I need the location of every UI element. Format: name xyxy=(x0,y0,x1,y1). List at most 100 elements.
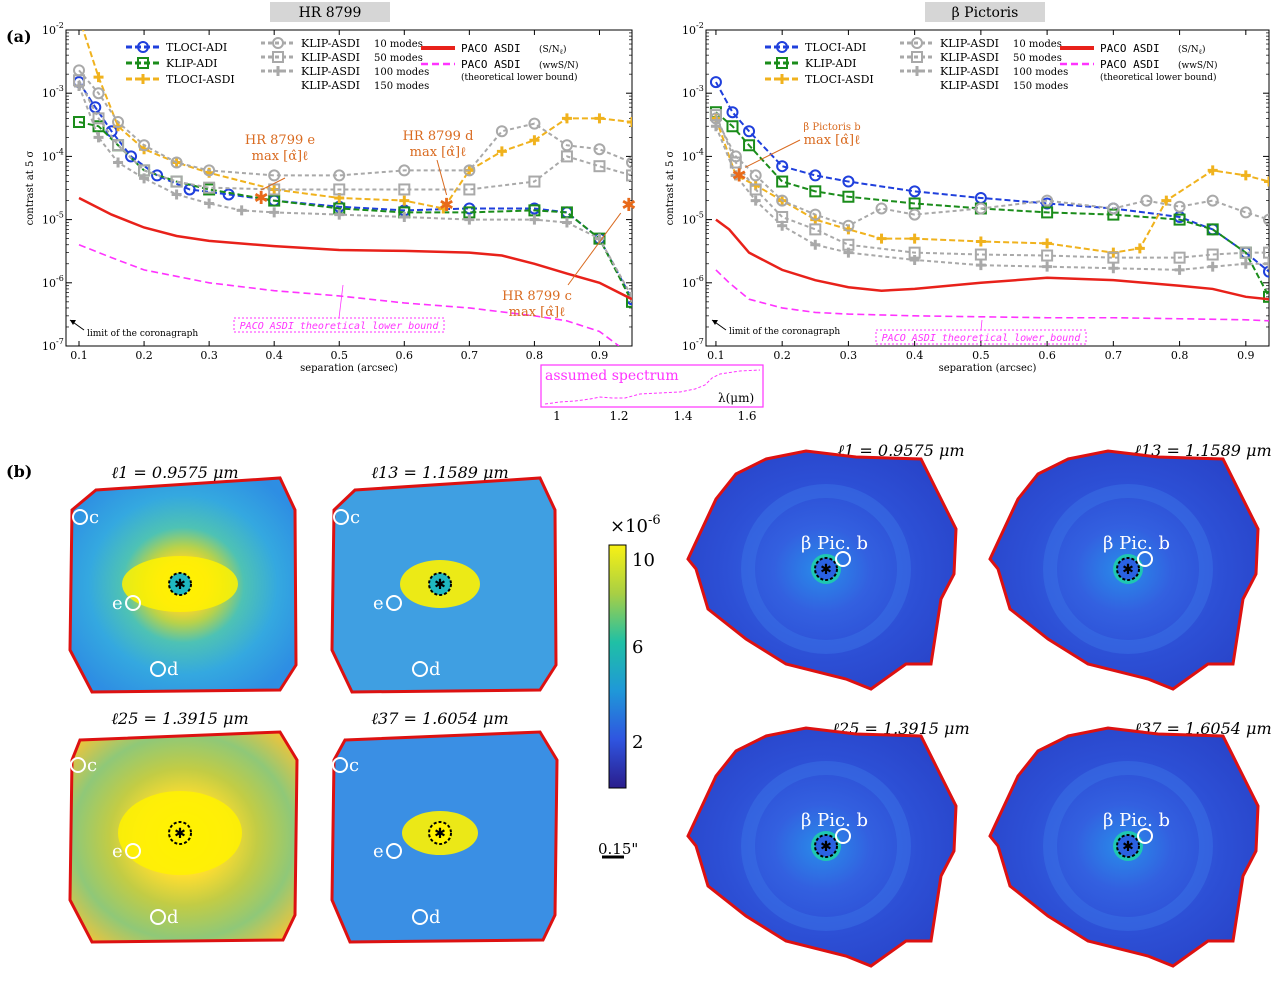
bp-point-tloci_asdi xyxy=(1264,176,1269,187)
hr-xtick-label: 0.1 xyxy=(70,349,88,362)
hr-bound-label: PACO ASDI theoretical lower bound xyxy=(240,321,440,332)
bp-speckle-ring xyxy=(741,484,911,654)
hr-point-klip10 xyxy=(333,169,346,182)
legend-label-klip100: KLIP-ASDI xyxy=(940,65,999,78)
hr-point-klip50 xyxy=(92,112,105,125)
bp-point-klip100 xyxy=(1174,264,1185,275)
bp-point-klip100 xyxy=(810,239,821,250)
hr-xtick-label: 0.5 xyxy=(330,349,348,362)
bp-image-3: ℓ37 = 1.6054 μm✱β Pic. b xyxy=(988,719,1272,968)
hr-ytick-label: 10-7 xyxy=(42,337,64,353)
hr-series-klip100 xyxy=(78,85,632,298)
bp-point-klip100 xyxy=(777,220,788,231)
bp-point-klip10 xyxy=(1107,202,1120,215)
bp-point-tloci_asdi xyxy=(1042,238,1053,249)
hr-point-tloci_adi xyxy=(151,169,164,182)
legend-bound-note: (theoretical lower bound) xyxy=(461,72,577,83)
bp-point-klip50 xyxy=(974,248,987,261)
hr-image-l25: ℓ25 = 1.3915 μm ✱ c e d xyxy=(68,709,299,944)
bp-xtick-label: 0.8 xyxy=(1171,349,1189,362)
bp-plot-frame xyxy=(705,29,1270,347)
inset-tick-4: 1.6 xyxy=(737,409,756,423)
colorbar: ×10-6 10 6 2 0.15" xyxy=(598,513,661,859)
bp-images: ℓ1 = 0.9575 μm ✱ β Pic. b ℓ13 = 1.1589 μm ✱ β… xyxy=(686,441,1272,968)
legend-label-tloci_asdi: TLOCI-ASDI xyxy=(166,73,235,86)
planet-d-label: d xyxy=(167,659,179,680)
bp-point-klip100 xyxy=(843,247,854,258)
hr-point-klip10 xyxy=(268,169,281,182)
legend-marker-klip10 xyxy=(911,37,923,49)
bp-point-klip100 xyxy=(750,195,761,206)
star-mask-glyph: ✱ xyxy=(174,577,186,593)
colorbar-tick-2: 2 xyxy=(632,732,643,753)
legend-marker-klip10 xyxy=(272,37,284,49)
hr-point-klip100 xyxy=(139,173,150,184)
legend-suffix-klip150: 150 modes xyxy=(374,81,429,92)
hr-series-klip_adi xyxy=(78,121,632,303)
bp-speckle-ring xyxy=(1043,761,1213,931)
bp-ytick-label: 10-6 xyxy=(682,274,704,290)
inset-title: assumed spectrum xyxy=(545,368,679,384)
bp-xtick-label: 0.2 xyxy=(773,349,791,362)
hr-point-klip50 xyxy=(268,183,281,196)
hr-e-arrow xyxy=(260,177,286,191)
bp-point-klip100 xyxy=(1108,263,1119,274)
hr-point-klip100 xyxy=(399,211,410,222)
inset-tick-3: 1.4 xyxy=(673,409,692,423)
hr-point-klip100 xyxy=(204,198,215,209)
bp-b-label: β Pic. b xyxy=(1103,533,1170,554)
legend-marker-tloci_adi xyxy=(137,41,149,53)
hr-point-klip10 xyxy=(463,164,476,177)
star-mask xyxy=(814,834,838,858)
bp-point-klip_adi xyxy=(842,190,855,203)
hr-point-klip_adi xyxy=(626,295,632,308)
bp-point-klip100 xyxy=(730,170,741,181)
planet-d-label: d xyxy=(429,659,441,680)
hr-point-klip50 xyxy=(203,181,216,194)
legend-label-klip50: KLIP-ASDI xyxy=(301,51,360,64)
planet-c-label: c xyxy=(349,755,359,776)
legend-label-klip100: KLIP-ASDI xyxy=(301,65,360,78)
hr-chart-title: HR 8799 xyxy=(299,5,362,21)
bp-ytick-label: 10-7 xyxy=(682,337,704,353)
hr-image-title-1: ℓ1 = 0.9575 μm xyxy=(111,463,238,482)
hr-point-tloci_asdi xyxy=(627,117,632,128)
bp-point-klip50 xyxy=(729,156,742,169)
legend-bound-note: (theoretical lower bound) xyxy=(1100,72,1216,83)
planet-c-label: c xyxy=(89,507,99,528)
bp-legend: TLOCI-ADI KLIP-ADI TLOCI-ASDI KLIP-ASDI 10 m… xyxy=(765,37,1218,92)
bp-series-klip100 xyxy=(715,125,1269,271)
hr-point-klip10 xyxy=(138,139,151,152)
bp-point-tloci_adi xyxy=(776,160,789,173)
hr-point-klip10 xyxy=(560,139,573,152)
bp-point-klip10 xyxy=(1263,213,1269,226)
star-mask-glyph: ✱ xyxy=(434,826,446,842)
bp-point-klip_adi xyxy=(908,197,921,210)
bp-point-tloci_adi xyxy=(709,76,722,89)
legend-marker-klip50 xyxy=(272,51,284,63)
bp-point-klip150 xyxy=(711,140,721,149)
bp-image-title: ℓ1 = 0.9575 μm xyxy=(837,441,964,460)
hr-point-klip100 xyxy=(113,157,124,168)
bp-point-klip50 xyxy=(1206,248,1219,261)
hr-point-klip10 xyxy=(626,156,632,169)
bp-xtick-label: 0.9 xyxy=(1237,349,1255,362)
bp-bound-label: PACO ASDI theoretical lower bound xyxy=(882,333,1082,344)
scalebar-label: 0.15" xyxy=(598,840,638,858)
bp-point-klip100 xyxy=(1264,258,1269,269)
legend-label-klip10: KLIP-ASDI xyxy=(301,37,360,50)
bp-b-label: β Pic. b xyxy=(801,533,868,554)
hr-ytick-label: 10-3 xyxy=(42,84,64,100)
legend-suffix-paco: (S/Nℓ) xyxy=(539,44,566,56)
bp-point-klip10 xyxy=(749,169,762,182)
hr-image-title-37: ℓ37 = 1.6054 μm xyxy=(371,709,508,728)
bp-xtick-label: 0.5 xyxy=(972,349,990,362)
hr-image-l13: ℓ13 = 1.1589 μm ✱ c e d xyxy=(330,463,558,694)
bp-point-klip_adi xyxy=(1107,208,1120,221)
hr-legend: TLOCI-ADI KLIP-ADI TLOCI-ASDI KLIP-ASDI 10 m… xyxy=(126,37,579,92)
bp-chart-title: β Pictoris xyxy=(952,5,1019,21)
hr-xlabel: separation (arcsec) xyxy=(300,363,398,374)
bp-point-klip_adi xyxy=(1263,290,1269,303)
legend-marker-tloci_asdi xyxy=(777,74,787,84)
